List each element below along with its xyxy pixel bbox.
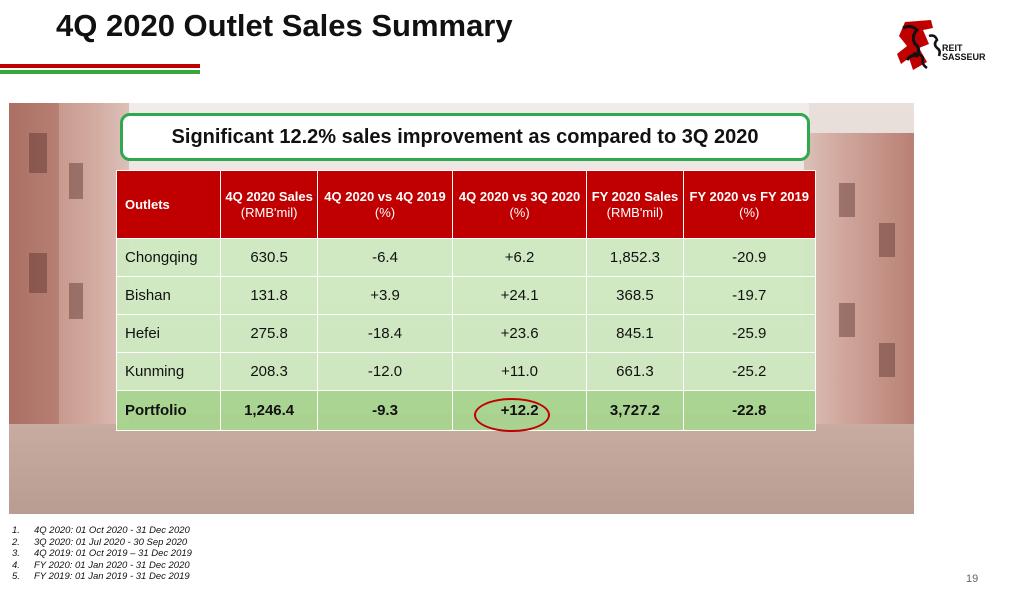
table-row: Kunming 208.3 -12.0 +11.0 661.3 -25.2 <box>116 352 817 391</box>
table-cell: Portfolio <box>116 390 221 431</box>
table-cell: 845.1 <box>586 314 684 353</box>
logo-line-sasseur: SASSEUR <box>942 52 986 62</box>
column-header-fy2020-vs-fy2019: FY 2020 vs FY 2019 (%) <box>682 170 817 239</box>
page-number: 19 <box>966 573 979 585</box>
table-cell: 131.8 <box>219 276 319 315</box>
table-cell: -20.9 <box>682 238 817 277</box>
table-cell: +6.2 <box>451 238 588 277</box>
table-cell: -19.7 <box>682 276 817 315</box>
table-cell: 208.3 <box>219 352 319 391</box>
table-cell: -25.2 <box>682 352 817 391</box>
table-cell: Hefei <box>116 314 221 353</box>
table-cell: +3.9 <box>317 276 453 315</box>
table-cell: Bishan <box>116 276 221 315</box>
table-cell: -18.4 <box>317 314 453 353</box>
table-cell: 1,852.3 <box>586 238 684 277</box>
table-cell: +23.6 <box>451 314 588 353</box>
table-cell: +11.0 <box>451 352 588 391</box>
footnotes: 1. 4Q 2020: 01 Oct 2020 - 31 Dec 2020 2. 3… <box>12 525 192 583</box>
table-row: Chongqing 630.5 -6.4 +6.2 1,852.3 -20.9 <box>116 238 817 277</box>
table-cell: 275.8 <box>219 314 319 353</box>
title-underline-green <box>0 70 200 74</box>
table-cell: -22.8 <box>682 390 817 431</box>
table-row: Bishan 131.8 +3.9 +24.1 368.5 -19.7 <box>116 276 817 315</box>
footnote-item: 1. 4Q 2020: 01 Oct 2020 - 31 Dec 2020 <box>12 525 190 536</box>
column-header-outlets: Outlets <box>116 170 221 239</box>
table-cell: -9.3 <box>317 390 453 431</box>
table-cell: +24.1 <box>451 276 588 315</box>
title-underline-red <box>0 64 200 68</box>
logo-brush-icon <box>897 20 941 70</box>
table-cell: 368.5 <box>586 276 684 315</box>
table-cell: -12.0 <box>317 352 453 391</box>
column-header-fy2020-sales: FY 2020 Sales (RMB'mil) <box>586 170 684 239</box>
footnote-item: 5. FY 2019: 01 Jan 2019 - 31 Dec 2019 <box>12 571 190 582</box>
logo-text: REIT SASSEUR <box>942 44 986 62</box>
footnote-item: 3. 4Q 2019: 01 Oct 2019 – 31 Dec 2019 <box>12 548 192 559</box>
table-cell: Chongqing <box>116 238 221 277</box>
table-cell: Kunming <box>116 352 221 391</box>
logo-line-reit: REIT <box>942 43 963 53</box>
table-header-row: Outlets 4Q 2020 Sales (RMB'mil) 4Q 2020 v… <box>116 170 817 239</box>
headline-box: Significant 12.2% sales improvement as c… <box>120 113 810 161</box>
slide-title: 4Q 2020 Outlet Sales Summary <box>56 8 513 43</box>
column-header-4q2020-vs-3q2020: 4Q 2020 vs 3Q 2020 (%) <box>451 170 588 239</box>
table-cell: 661.3 <box>586 352 684 391</box>
table-cell: 630.5 <box>219 238 319 277</box>
table-cell: 3,727.2 <box>586 390 684 431</box>
table-cell: -6.4 <box>317 238 453 277</box>
table-row-portfolio: Portfolio 1,246.4 -9.3 +12.2 3,727.2 -22… <box>116 390 817 431</box>
table-row: Hefei 275.8 -18.4 +23.6 845.1 -25.9 <box>116 314 817 353</box>
table-cell: 1,246.4 <box>219 390 319 431</box>
highlight-oval <box>474 398 550 432</box>
column-header-4q2020-vs-4q2019: 4Q 2020 vs 4Q 2019 (%) <box>317 170 453 239</box>
sasseur-reit-logo <box>883 14 1007 82</box>
photo-plaza <box>9 424 914 514</box>
footnote-item: 4. FY 2020: 01 Jan 2020 - 31 Dec 2020 <box>12 559 190 571</box>
column-header-4q2020-sales: 4Q 2020 Sales (RMB'mil) <box>219 170 319 239</box>
outlet-sales-table: Outlets 4Q 2020 Sales (RMB'mil) 4Q 2020 v… <box>116 170 817 431</box>
table-cell: -25.9 <box>682 314 817 353</box>
footnote-item: 2. 3Q 2020: 01 Jul 2020 - 30 Sep 2020 <box>12 536 188 548</box>
